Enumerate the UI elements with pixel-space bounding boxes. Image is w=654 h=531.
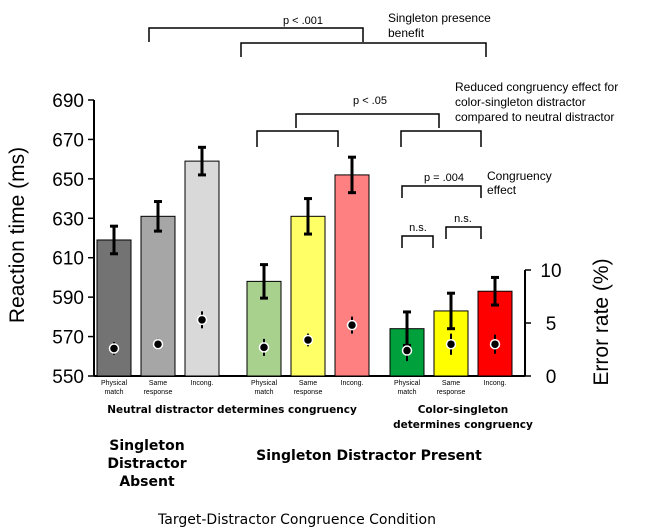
annotation-label: benefit — [388, 26, 425, 40]
annotation-label: Reduced congruency effect for — [455, 80, 618, 94]
bar — [334, 174, 370, 377]
sig-label: n.s. — [454, 213, 472, 225]
annotation-label: compared to neutral distractor — [455, 110, 614, 124]
y2-axis-title: Error rate (%) — [590, 258, 613, 385]
category-label: Incong. — [191, 380, 214, 387]
sig-bracket-neutral-congruency — [256, 130, 339, 147]
bar — [96, 239, 132, 377]
sig-label: p = .004 — [424, 172, 464, 184]
bar — [290, 215, 326, 377]
sig-bracket-presence-present — [240, 42, 487, 57]
category-label: match — [397, 389, 416, 396]
annotation-label: Congruency — [487, 169, 552, 183]
category-label: Incong. — [341, 380, 364, 387]
y-axis-title: Reaction time (ms) — [6, 147, 29, 323]
error-rate-point — [196, 314, 208, 326]
category-label: Physical — [251, 380, 278, 387]
category-label: Incong. — [484, 380, 507, 387]
sig-label: p < .001 — [283, 15, 323, 27]
category-label: match — [104, 389, 123, 396]
y-tick-label: 670 — [52, 130, 84, 151]
annotation-label: effect — [487, 183, 517, 197]
category-label: response — [437, 389, 466, 396]
y-tick-label: 590 — [52, 288, 84, 309]
category-label: Physical — [394, 380, 421, 387]
error-rate-point — [258, 342, 270, 353]
y-tick-label: 690 — [52, 91, 84, 112]
sig-bracket-reduction — [295, 113, 440, 128]
y-tick-label: 630 — [52, 209, 84, 230]
error-rate-point — [302, 334, 314, 346]
category-label: Same — [299, 380, 317, 387]
sig-bracket-presence-absent — [148, 27, 364, 42]
group-label: Color-singleton — [418, 404, 509, 416]
condition-label: Absent — [119, 474, 175, 490]
y-tick-label: 570 — [52, 328, 84, 349]
category-label: Same — [442, 380, 460, 387]
sig-bracket-ns — [401, 235, 434, 248]
category-label: Same — [149, 380, 167, 387]
condition-label: Singleton — [109, 438, 184, 454]
bar — [184, 160, 220, 377]
category-label: match — [254, 389, 273, 396]
error-rate-point — [489, 338, 501, 350]
sig-bracket-ns — [445, 226, 482, 239]
category-label: Physical — [101, 380, 128, 387]
group-label: determines congruency — [393, 419, 533, 431]
sig-bracket-congruency-effect — [401, 185, 482, 198]
y-tick-label: 650 — [52, 170, 84, 191]
y-tick-label: 610 — [52, 249, 84, 270]
sig-label: n.s. — [409, 222, 427, 234]
category-label: response — [294, 389, 323, 396]
error-rate-point — [445, 338, 457, 350]
x-axis-title: Target-Distractor Congruence Condition — [157, 512, 436, 528]
y-tick-label: 550 — [52, 367, 84, 388]
condition-label: Distractor — [107, 456, 186, 472]
error-rate-point — [401, 345, 413, 356]
y2-tick-label: 0 — [546, 367, 557, 388]
sig-bracket-singleton-congruency — [400, 130, 482, 147]
category-label: response — [144, 389, 173, 396]
group-label: Neutral distractor determines congruency — [107, 404, 357, 416]
error-rate-point — [108, 343, 120, 354]
error-rate-point — [152, 338, 164, 350]
y2-tick-label: 10 — [540, 261, 561, 282]
error-rate-point — [346, 319, 358, 331]
bar — [140, 215, 176, 377]
condition-label: Singleton Distractor Present — [256, 448, 482, 464]
annotation-label: color-singleton distractor — [455, 95, 586, 109]
annotation-label: Singleton presence — [388, 11, 491, 25]
sig-label: p < .05 — [353, 95, 387, 107]
y2-tick-label: 5 — [546, 314, 557, 335]
